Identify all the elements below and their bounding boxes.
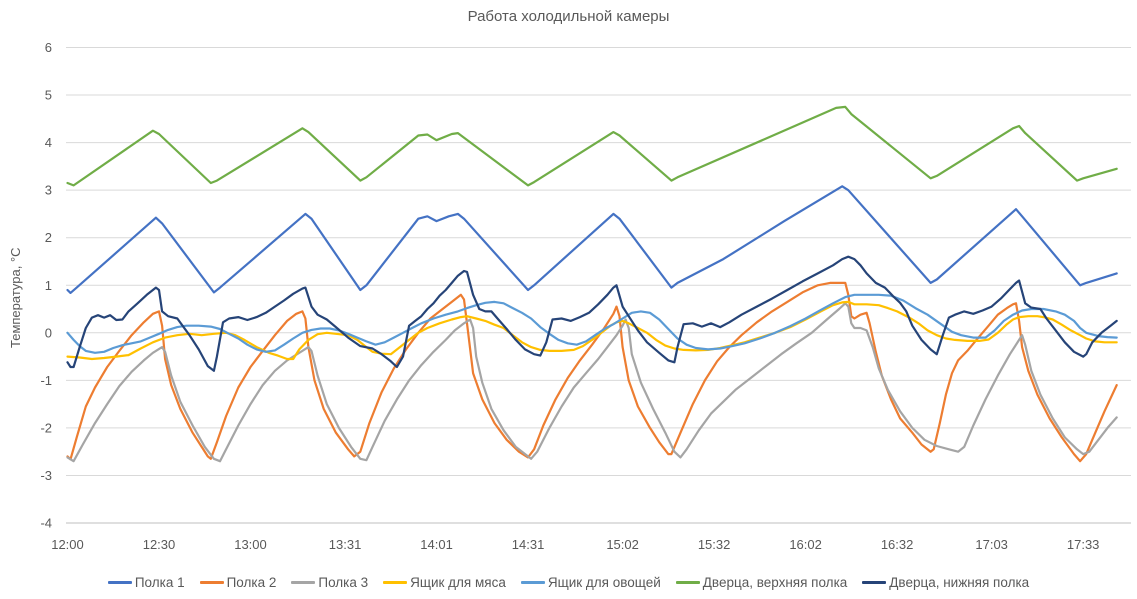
legend-label: Ящик для мяса [410, 575, 506, 590]
x-tick-label: 15:02 [606, 537, 639, 552]
y-tick-label: 1 [45, 278, 52, 293]
series-line-1[interactable] [66, 185, 1118, 294]
series-line-2[interactable] [66, 281, 1118, 463]
legend-item-1[interactable]: Полка 1 [107, 575, 185, 590]
x-tick-label: 12:30 [143, 537, 176, 552]
x-tick-label: 17:03 [975, 537, 1008, 552]
x-tick-label: 14:31 [512, 537, 545, 552]
y-tick-label: -2 [40, 420, 52, 435]
legend-item-2[interactable]: Полка 2 [199, 575, 277, 590]
legend-label: Полка 3 [318, 575, 369, 590]
series-line-7[interactable] [66, 255, 1118, 372]
x-tick-label: 16:32 [881, 537, 914, 552]
legend-swatch-icon [520, 581, 545, 584]
legend-label: Ящик для овощей [547, 575, 661, 590]
legend-item-7[interactable]: Дверца, нижняя полка [862, 575, 1029, 590]
legend-item-4[interactable]: Ящик для мяса [383, 575, 506, 590]
y-tick-label: 2 [45, 230, 52, 245]
legend-item-6[interactable]: Дверца, верхняя полка [675, 575, 848, 590]
x-tick-label: 12:00 [51, 537, 84, 552]
x-tick-label: 13:00 [234, 537, 267, 552]
y-tick-label: 6 [45, 40, 52, 55]
legend: Полка 1 Полка 2 Полка 3 Ящик для мяса Ящик д… [0, 575, 1137, 590]
x-tick-label: 16:02 [789, 537, 822, 552]
legend-swatch-icon [107, 581, 132, 584]
legend-item-5[interactable]: Ящик для овощей [520, 575, 661, 590]
series-line-6[interactable] [66, 105, 1118, 187]
legend-swatch-icon [383, 581, 408, 584]
legend-swatch-icon [675, 581, 700, 584]
x-tick-label: 13:31 [329, 537, 362, 552]
y-tick-label: 0 [45, 325, 52, 340]
legend-item-3[interactable]: Полка 3 [291, 575, 368, 590]
legend-label: Дверца, нижняя полка [889, 575, 1030, 590]
series-line-4[interactable] [66, 300, 1118, 361]
legend-label: Полка 1 [134, 575, 185, 590]
y-tick-label: 3 [45, 183, 52, 198]
legend-label: Полка 2 [226, 575, 277, 590]
legend-swatch-icon [862, 581, 887, 584]
legend-label: Дверца, верхняя полка [702, 575, 848, 590]
x-tick-label: 17:33 [1067, 537, 1100, 552]
y-tick-label: -4 [40, 516, 52, 531]
y-tick-label: -1 [40, 373, 52, 388]
legend-swatch-icon [291, 581, 316, 584]
legend-swatch-icon [199, 581, 224, 584]
chart-title: Работа холодильной камеры [467, 8, 670, 25]
y-tick-label: 4 [45, 135, 52, 150]
y-tick-label: 5 [45, 88, 52, 103]
y-tick-label: -3 [40, 468, 52, 483]
x-tick-label: 14:01 [420, 537, 453, 552]
x-tick-label: 15:32 [698, 537, 731, 552]
series-line-3[interactable] [66, 302, 1118, 463]
